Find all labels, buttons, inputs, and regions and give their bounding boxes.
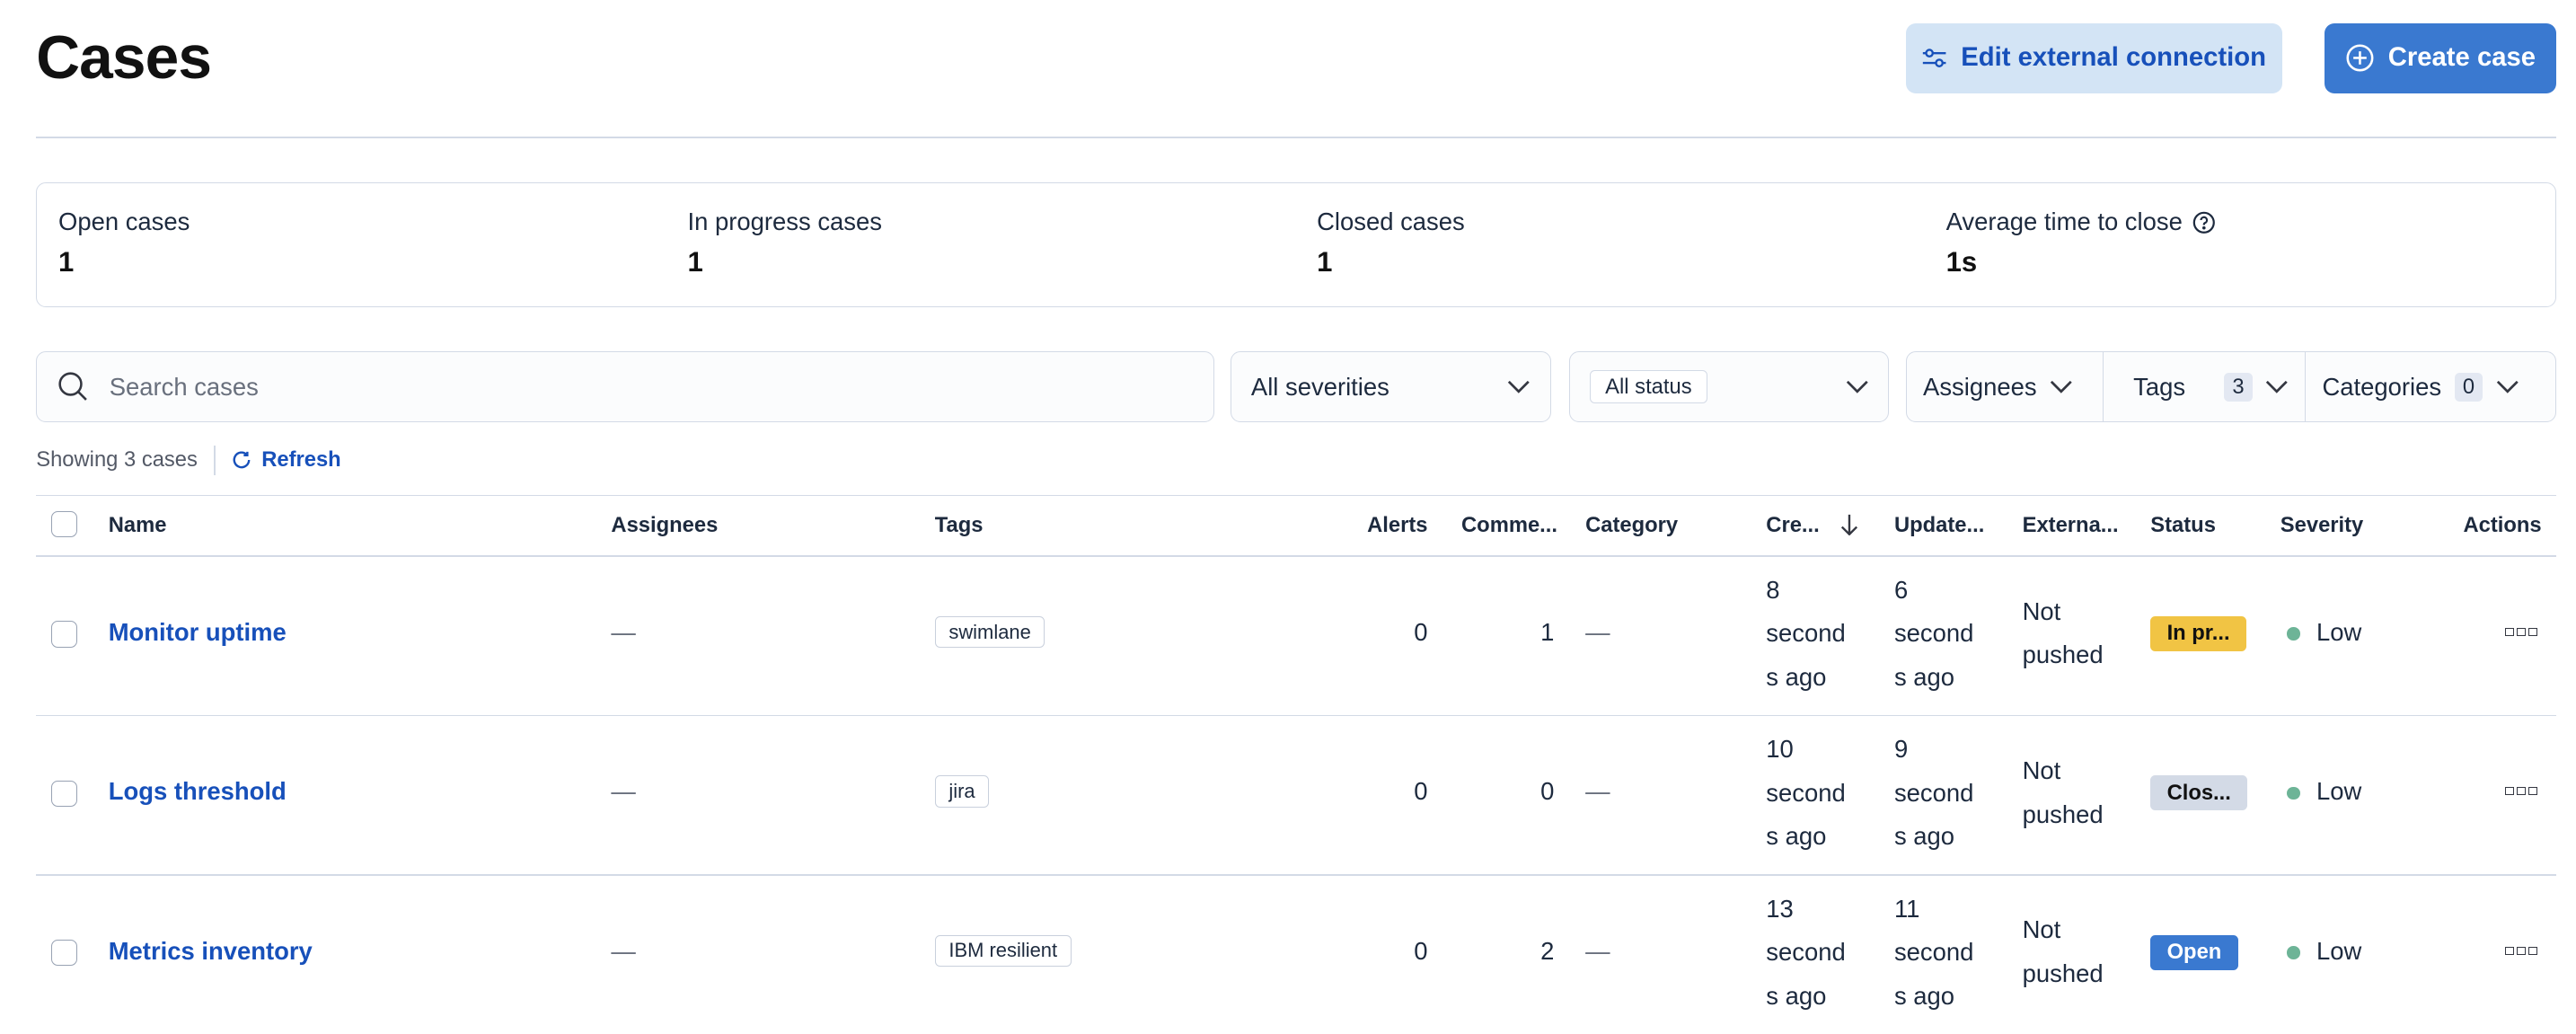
severity-dot-icon bbox=[2287, 786, 2300, 800]
refresh-button[interactable]: Refresh bbox=[232, 447, 341, 473]
column-tags[interactable]: Tags bbox=[934, 512, 984, 537]
severity-cell: Low bbox=[2287, 618, 2361, 647]
column-assignees[interactable]: Assignees bbox=[611, 512, 719, 537]
category-cell: — bbox=[1585, 936, 1610, 965]
updated-cell: 9 second s ago bbox=[1893, 735, 1974, 851]
created-cell: 10 second s ago bbox=[1766, 735, 1846, 851]
column-severity[interactable]: Severity bbox=[2280, 512, 2364, 537]
categories-filter[interactable]: Categories 0 bbox=[2306, 352, 2555, 421]
external-cell: Not pushed bbox=[2022, 915, 2104, 987]
updated-cell: 6 second s ago bbox=[1893, 575, 1974, 691]
column-status[interactable]: Status bbox=[2150, 512, 2216, 537]
comments-cell: 2 bbox=[1540, 936, 1555, 965]
alerts-cell: 0 bbox=[1414, 936, 1428, 965]
tag-badge[interactable]: swimlane bbox=[934, 615, 1045, 649]
select-all-checkbox[interactable] bbox=[50, 510, 77, 538]
filter-group: Assignees Tags 3 Categories 0 bbox=[1905, 351, 2557, 423]
created-cell: 8 second s ago bbox=[1766, 575, 1846, 691]
boxes-horizontal-icon bbox=[2505, 946, 2537, 955]
tag-badge[interactable]: jira bbox=[934, 775, 990, 808]
external-cell: Not pushed bbox=[2022, 756, 2104, 828]
row-checkbox[interactable] bbox=[50, 940, 77, 967]
column-alerts[interactable]: Alerts bbox=[1367, 512, 1428, 537]
column-name[interactable]: Name bbox=[108, 512, 167, 537]
column-external[interactable]: Externa... bbox=[2022, 512, 2119, 537]
arrow-down-icon bbox=[1840, 514, 1857, 536]
boxes-horizontal-icon bbox=[2505, 627, 2537, 637]
status-badge: Clos... bbox=[2150, 775, 2248, 811]
row-checkbox[interactable] bbox=[50, 621, 77, 648]
case-name-link[interactable]: Logs threshold bbox=[108, 777, 287, 806]
refresh-icon bbox=[233, 451, 251, 469]
alerts-cell: 0 bbox=[1414, 777, 1428, 806]
create-case-button[interactable]: Create case bbox=[2325, 22, 2557, 94]
actions-menu-button[interactable] bbox=[2505, 946, 2537, 955]
severity-cell: Low bbox=[2287, 937, 2361, 966]
results-summary: Showing 3 cases Refresh bbox=[36, 445, 341, 475]
row-checkbox[interactable] bbox=[50, 780, 77, 808]
page-title: Cases bbox=[36, 23, 212, 92]
create-case-label: Create case bbox=[2387, 43, 2536, 73]
column-category[interactable]: Category bbox=[1585, 512, 1679, 537]
sliders-icon bbox=[1923, 49, 1946, 68]
boxes-horizontal-icon bbox=[2505, 787, 2537, 796]
category-cell: — bbox=[1585, 777, 1610, 806]
alerts-cell: 0 bbox=[1414, 617, 1428, 646]
category-cell: — bbox=[1585, 617, 1610, 646]
assignees-cell: — bbox=[611, 777, 636, 806]
status-badge: Open bbox=[2150, 934, 2238, 970]
question-circle-icon[interactable] bbox=[2192, 211, 2216, 234]
edit-external-connection-button[interactable]: Edit external connection bbox=[1905, 22, 2282, 94]
tag-badge[interactable]: IBM resilient bbox=[934, 934, 1072, 968]
column-actions: Actions bbox=[2463, 512, 2542, 537]
severity-dot-icon bbox=[2287, 627, 2300, 641]
actions-menu-button[interactable] bbox=[2505, 787, 2537, 796]
chevron-down-icon bbox=[2266, 381, 2289, 394]
actions-menu-button[interactable] bbox=[2505, 627, 2537, 637]
case-name-link[interactable]: Metrics inventory bbox=[108, 936, 313, 965]
stat-open-cases: Open cases 1 bbox=[58, 208, 190, 278]
comments-cell: 0 bbox=[1540, 777, 1555, 806]
assignees-filter[interactable]: Assignees bbox=[1907, 352, 2104, 422]
severity-dot-icon bbox=[2287, 946, 2300, 959]
column-created[interactable]: Cre... bbox=[1766, 513, 1858, 538]
search-icon bbox=[58, 372, 87, 402]
chevron-down-icon bbox=[1507, 381, 1530, 394]
edit-external-connection-label: Edit external connection bbox=[1961, 43, 2266, 73]
stat-average-time: Average time to close 1s bbox=[1946, 208, 2216, 278]
status-select[interactable]: All status bbox=[1568, 351, 1890, 423]
search-input[interactable]: Search cases bbox=[36, 351, 1214, 423]
external-cell: Not pushed bbox=[2022, 597, 2104, 669]
assignees-cell: — bbox=[611, 617, 636, 646]
chevron-down-icon bbox=[2496, 381, 2519, 394]
severity-select[interactable]: All severities bbox=[1230, 351, 1551, 423]
stats-panel: Open cases 1 In progress cases 1 Closed ca… bbox=[36, 182, 2557, 308]
updated-cell: 11 second s ago bbox=[1893, 894, 1974, 1010]
case-name-link[interactable]: Monitor uptime bbox=[108, 617, 287, 646]
assignees-cell: — bbox=[611, 936, 636, 965]
column-updated[interactable]: Update... bbox=[1893, 512, 1985, 537]
comments-cell: 1 bbox=[1540, 617, 1555, 646]
stat-closed-cases: Closed cases 1 bbox=[1317, 208, 1465, 278]
divider bbox=[36, 136, 2557, 138]
plus-circle-icon bbox=[2346, 44, 2374, 72]
created-cell: 13 second s ago bbox=[1766, 894, 1846, 1010]
status-badge: In pr... bbox=[2150, 615, 2246, 651]
chevron-down-icon bbox=[1846, 381, 1868, 394]
stat-in-progress-cases: In progress cases 1 bbox=[687, 208, 882, 278]
severity-cell: Low bbox=[2287, 777, 2361, 806]
tags-filter[interactable]: Tags 3 bbox=[2104, 352, 2307, 422]
column-comments[interactable]: Comme... bbox=[1461, 512, 1557, 537]
chevron-down-icon bbox=[2051, 381, 2072, 394]
